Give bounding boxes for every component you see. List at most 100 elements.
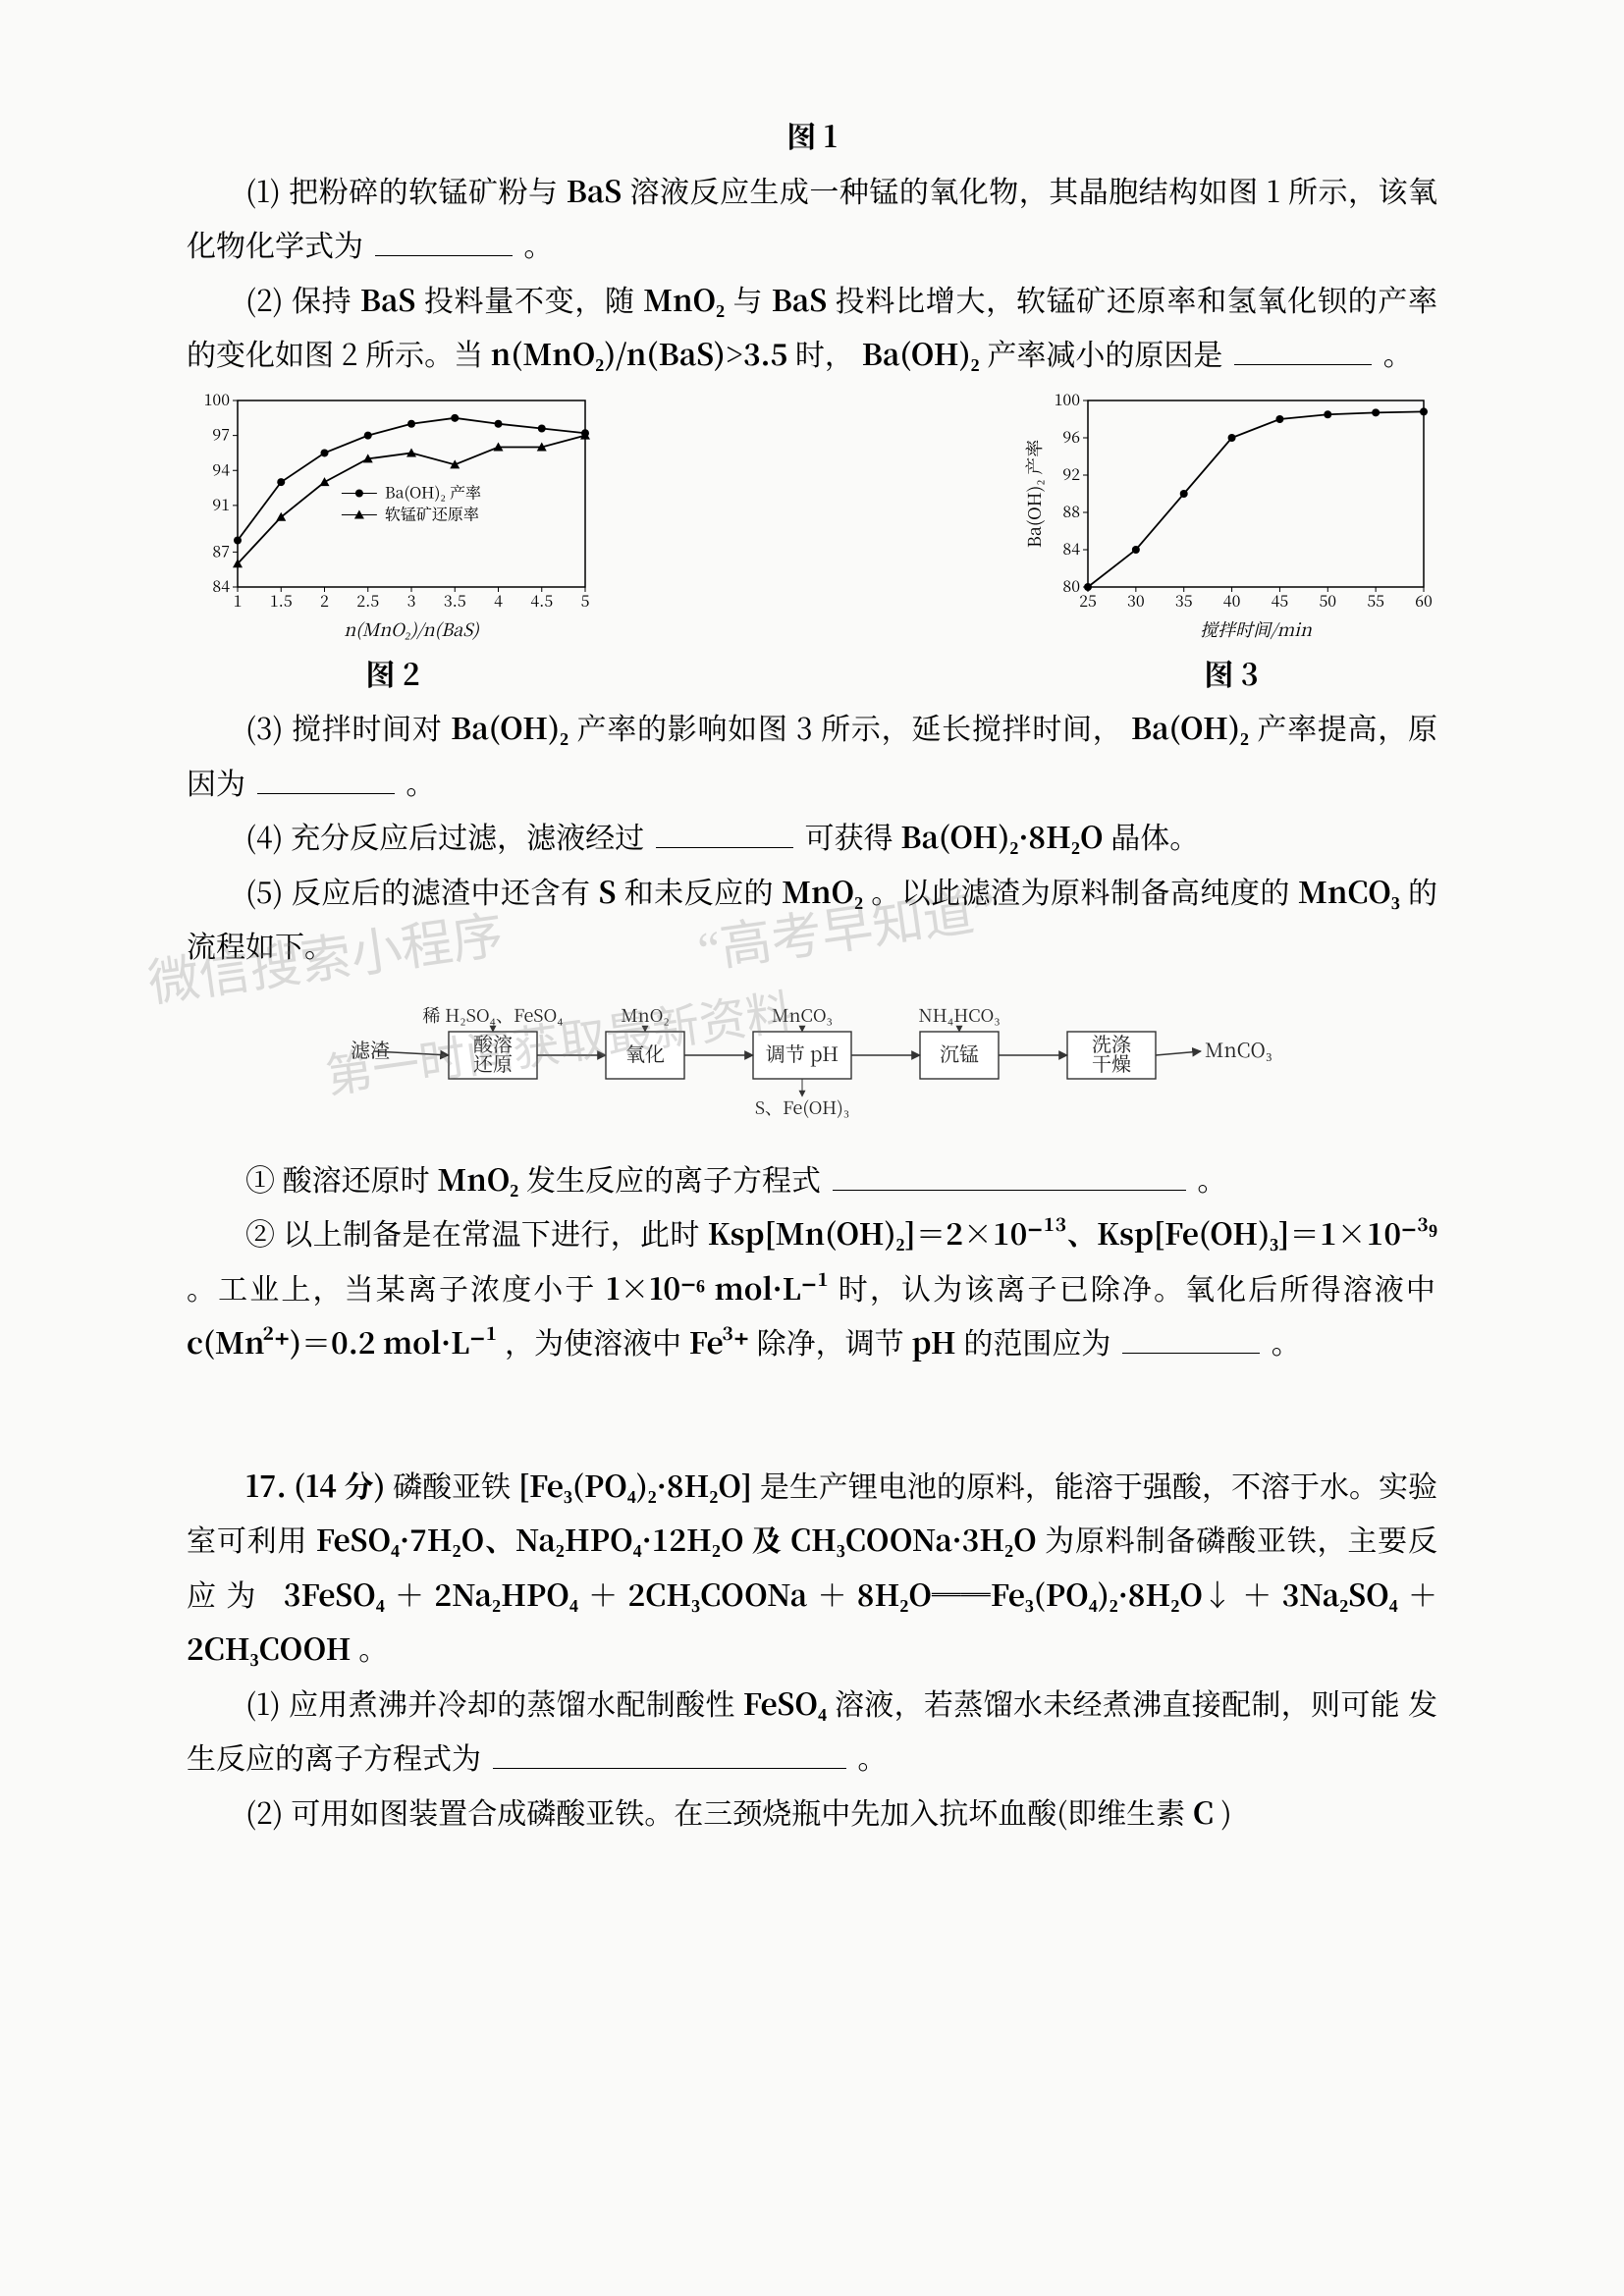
q2-k: 产率减小的原因是 bbox=[987, 331, 1222, 374]
svg-text:25: 25 bbox=[1079, 589, 1097, 612]
svg-text:Ba(OH)₂ 产率: Ba(OH)₂ 产率 bbox=[385, 480, 481, 503]
svg-text:91: 91 bbox=[212, 492, 230, 514]
svg-text:35: 35 bbox=[1175, 589, 1193, 612]
svg-text:软锰矿还原率: 软锰矿还原率 bbox=[385, 502, 479, 524]
q17-1: (1) 应用煮沸并冷却的蒸馏水配制酸性 FeSO₄ 溶液，若蒸馏水未经煮沸直接配… bbox=[187, 1676, 1437, 1785]
q2: (2) 保持 BaS 投料量不变，随 MnO₂ 与 BaS 投料比增大，软锰矿还… bbox=[187, 272, 1437, 381]
q17-head-a: 17. (14 分) bbox=[245, 1463, 385, 1506]
svg-text:60: 60 bbox=[1415, 589, 1433, 612]
svg-text:5: 5 bbox=[581, 589, 590, 612]
svg-text:还原: 还原 bbox=[473, 1048, 513, 1077]
q3-f: 。 bbox=[406, 760, 435, 803]
q5-b: S bbox=[599, 869, 617, 912]
q5-2-a: ② 以上制备是在常温下进行，此时 bbox=[245, 1210, 708, 1254]
q5-d: MnO₂ bbox=[782, 869, 863, 912]
svg-text:100: 100 bbox=[204, 388, 231, 410]
q2-f: BaS bbox=[772, 277, 828, 320]
svg-text:30: 30 bbox=[1127, 589, 1145, 612]
q3-a: (3) 搅拌时间对 bbox=[245, 705, 451, 748]
svg-text:4.5: 4.5 bbox=[530, 589, 553, 612]
svg-text:n(MnO₂)/n(BaS): n(MnO₂)/n(BaS) bbox=[344, 616, 480, 642]
svg-text:干燥: 干燥 bbox=[1092, 1048, 1131, 1077]
q17-1-a: (1) 应用煮沸并冷却的蒸馏水配制酸性 bbox=[245, 1681, 743, 1724]
q5-2-blank bbox=[1122, 1326, 1260, 1354]
q5-1-blank bbox=[833, 1163, 1186, 1191]
q2-l: 。 bbox=[1383, 331, 1413, 374]
q5-2-c: 。工业上，当某离子浓度小于 bbox=[187, 1265, 606, 1308]
svg-text:MnCO₃: MnCO₃ bbox=[1205, 1035, 1272, 1063]
q17-1-blank bbox=[493, 1741, 846, 1769]
q1: (1) 把粉碎的软锰矿粉与 BaS 溶液反应生成一种锰的氧化物，其晶胞结构如图 … bbox=[187, 163, 1437, 272]
svg-text:50: 50 bbox=[1319, 589, 1336, 612]
q3-b: Ba(OH)₂ bbox=[451, 705, 568, 748]
q5-e: 。以此滤渣为原料制备高纯度的 bbox=[871, 869, 1298, 912]
q4-c: Ba(OH)₂·8H₂O bbox=[900, 814, 1103, 857]
q4-d: 晶体。 bbox=[1110, 814, 1199, 857]
q1-b: BaS bbox=[567, 168, 623, 211]
section-gap bbox=[187, 1369, 1437, 1458]
q5-1-d: 。 bbox=[1197, 1156, 1226, 1200]
q2-c: 投料量不变，随 bbox=[424, 277, 643, 320]
q2-e: 与 bbox=[732, 277, 771, 320]
q17-head-e: FeSO₄·7H₂O、Na₂HPO₄·12H₂O 及 CH₃COONa·3H₂O bbox=[316, 1517, 1037, 1560]
q5-2: ② 以上制备是在常温下进行，此时 Ksp[Mn(OH)₂]＝2×10⁻¹³、Ks… bbox=[187, 1205, 1437, 1369]
q5-a: (5) 反应后的滤渣中还含有 bbox=[245, 869, 599, 912]
q4-b: 可获得 bbox=[805, 814, 901, 857]
svg-text:40: 40 bbox=[1223, 589, 1241, 612]
q17-2-c: ) bbox=[1221, 1789, 1232, 1833]
svg-text:2: 2 bbox=[320, 589, 329, 612]
q5-2-k: 的范围应为 bbox=[963, 1319, 1110, 1362]
svg-text:3: 3 bbox=[407, 589, 416, 612]
svg-text:94: 94 bbox=[212, 457, 230, 480]
svg-text:84: 84 bbox=[1062, 537, 1080, 560]
q17: 17. (14 分) 磷酸亚铁 [Fe₃(PO₄)₂·8H₂O] 是生产锂电池的… bbox=[187, 1458, 1437, 1676]
q2-j: Ba(OH)₂ bbox=[862, 331, 980, 374]
q5-2-g: ，为使溶液中 bbox=[505, 1319, 689, 1362]
q5-2-h: Fe³⁺ bbox=[689, 1319, 749, 1362]
q1-blank bbox=[375, 229, 513, 256]
flow-diagram: 滤渣酸溶还原稀 H₂SO₄、FeSO₄氧化MnO₂调节 pHMnCO₃S、Fe(… bbox=[311, 983, 1313, 1149]
svg-text:100: 100 bbox=[1055, 388, 1081, 410]
svg-text:3.5: 3.5 bbox=[444, 589, 466, 612]
q4-a: (4) 充分反应后过滤，滤液经过 bbox=[245, 814, 644, 857]
chart2-block: 11.522.533.544.558487919497100n(MnO₂)/n(… bbox=[187, 387, 599, 701]
chart3: 25303540455055608084889296100搅拌时间/minBa(… bbox=[1025, 387, 1437, 642]
svg-text:2.5: 2.5 bbox=[356, 589, 379, 612]
q17-2-b: C bbox=[1193, 1789, 1214, 1833]
chart2: 11.522.533.544.558487919497100n(MnO₂)/n(… bbox=[187, 387, 599, 642]
svg-text:NH₄HCO₃: NH₄HCO₃ bbox=[918, 1002, 1000, 1028]
svg-text:55: 55 bbox=[1367, 589, 1384, 612]
q5-1-b: MnO₂ bbox=[437, 1156, 518, 1200]
q2-h: n(MnO₂)/n(BaS)>3.5 bbox=[491, 331, 787, 374]
svg-text:45: 45 bbox=[1272, 589, 1289, 612]
svg-text:搅拌时间/min: 搅拌时间/min bbox=[1200, 616, 1313, 642]
svg-text:沉锰: 沉锰 bbox=[940, 1039, 979, 1067]
q17-2: (2) 可用如图装置合成磷酸亚铁。在三颈烧瓶中先加入抗坏血酸(即维生素 C ) bbox=[187, 1785, 1437, 1840]
q2-d: MnO₂ bbox=[643, 277, 725, 320]
q3-blank bbox=[257, 767, 395, 794]
chart2-caption: 图 2 bbox=[365, 646, 419, 701]
svg-text:92: 92 bbox=[1062, 462, 1080, 485]
q5-1-c: 发生反应的离子方程式 bbox=[526, 1156, 821, 1200]
page: 图 1 (1) 把粉碎的软锰矿粉与 BaS 溶液反应生成一种锰的氧化物，其晶胞结… bbox=[0, 0, 1624, 2296]
q17-head-b: 磷酸亚铁 bbox=[393, 1463, 511, 1506]
q2-blank bbox=[1234, 338, 1372, 365]
svg-text:氧化: 氧化 bbox=[625, 1039, 665, 1067]
flow-wrap: 微信搜索小程序 “高考早知道” 第一时间获取最新资料 滤渣酸溶还原稀 H₂SO₄… bbox=[187, 983, 1437, 1149]
q5-2-l: 。 bbox=[1272, 1319, 1301, 1362]
chart3-caption: 图 3 bbox=[1204, 646, 1258, 701]
q17-head-c: [Fe₃(PO₄)₂·8H₂O] bbox=[518, 1463, 752, 1506]
svg-text:88: 88 bbox=[1062, 500, 1080, 522]
q1-a: (1) 把粉碎的软锰矿粉与 bbox=[245, 168, 567, 211]
svg-text:96: 96 bbox=[1062, 425, 1080, 448]
q17-1-d: 。 bbox=[857, 1735, 887, 1778]
q17-1-b: FeSO₄ bbox=[743, 1681, 827, 1724]
q5-f: MnCO₃ bbox=[1298, 869, 1400, 912]
svg-text:Ba(OH)₂ 产率: Ba(OH)₂ 产率 bbox=[1025, 439, 1047, 547]
q2-b: BaS bbox=[360, 277, 416, 320]
q17-head-g: 。 bbox=[358, 1626, 388, 1669]
fig1-caption: 图 1 bbox=[187, 108, 1437, 163]
q4: (4) 充分反应后过滤，滤液经过 可获得 Ba(OH)₂·8H₂O 晶体。 bbox=[187, 809, 1437, 864]
q1-d: 。 bbox=[523, 222, 553, 265]
q5-2-i: 除净，调节 bbox=[757, 1319, 912, 1362]
